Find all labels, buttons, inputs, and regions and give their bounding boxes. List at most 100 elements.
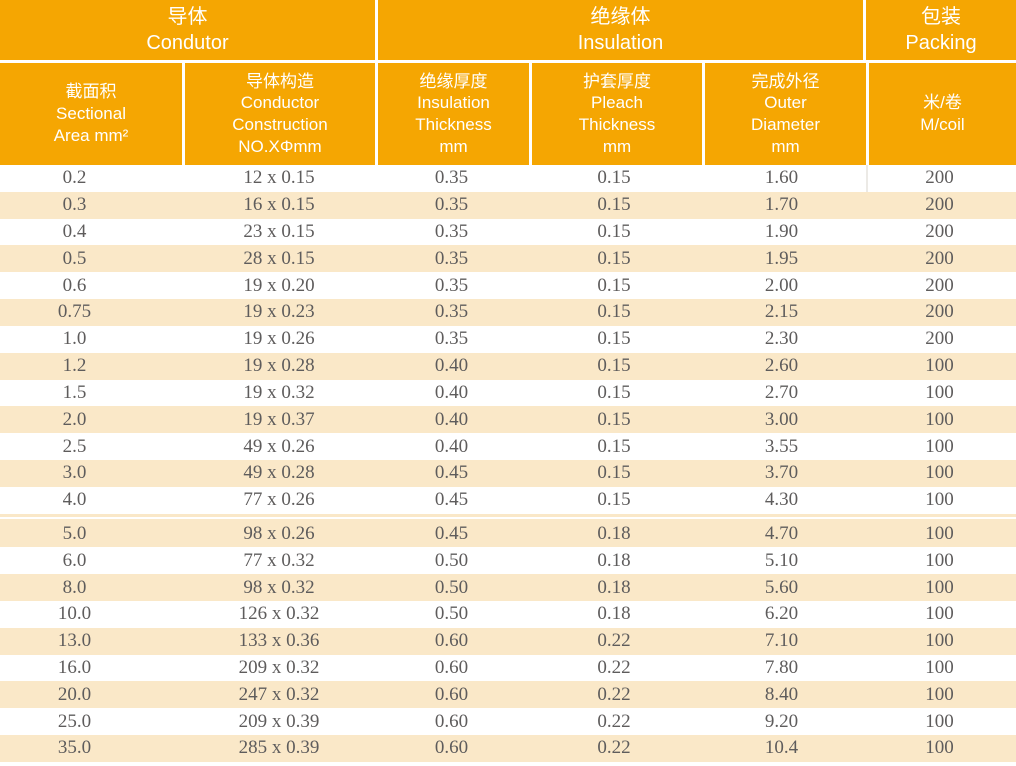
cell-outer-diameter: 1.90	[764, 221, 799, 243]
cell-pleach-thickness: 0.15	[597, 381, 631, 403]
cell-m-per-coil: 100	[925, 683, 954, 705]
cell-conductor-construction: 49 x 0.28	[243, 462, 315, 484]
column-header-line: mm	[602, 136, 632, 156]
bottom-margin	[0, 762, 1016, 766]
cell-outer-diameter: 10.4	[764, 737, 799, 759]
table-row: 0.3 16 x 0.15 0.35 0.15 1.70 200	[0, 191, 1016, 219]
cell-sectional-area: 4.0	[62, 489, 87, 511]
cell-insulation-thickness: 0.60	[434, 683, 469, 705]
cell-insulation-thickness: 0.50	[434, 549, 469, 571]
cell-conductor-construction: 19 x 0.28	[243, 355, 315, 377]
cell-conductor-construction: 16 x 0.15	[243, 194, 315, 216]
cell-outer-diameter: 9.20	[764, 710, 799, 732]
column-header-sectional-area: 截面积 Sectional Area mm²	[0, 63, 182, 165]
table-row: 4.0 77 x 0.26 0.45 0.15 4.30 100	[0, 487, 1016, 514]
cell-outer-diameter: 1.95	[764, 247, 799, 269]
cell-sectional-area: 1.5	[62, 381, 87, 403]
group-header-insulation: 绝缘体 Insulation	[378, 0, 863, 60]
cell-sectional-area: 13.0	[57, 630, 92, 652]
cell-m-per-coil: 200	[925, 167, 954, 189]
table-row: 0.5 28 x 0.15 0.35 0.15 1.95 200	[0, 245, 1016, 273]
cell-pleach-thickness: 0.18	[597, 522, 631, 544]
cell-m-per-coil: 100	[925, 522, 954, 544]
cell-insulation-thickness: 0.50	[434, 603, 469, 625]
table-row: 16.0 209 x 0.32 0.60 0.22 7.80 100	[0, 655, 1016, 682]
table-row: 8.0 98 x 0.32 0.50 0.18 5.60 100	[0, 574, 1016, 601]
cell-pleach-thickness: 0.15	[597, 328, 631, 350]
cell-pleach-thickness: 0.15	[597, 462, 631, 484]
cell-conductor-construction: 77 x 0.32	[243, 549, 315, 571]
cell-outer-diameter: 7.80	[764, 657, 799, 679]
cell-pleach-thickness: 0.15	[597, 221, 631, 243]
cell-conductor-construction: 19 x 0.37	[243, 408, 315, 430]
cell-conductor-construction: 49 x 0.26	[243, 435, 315, 457]
cell-m-per-coil: 100	[925, 576, 954, 598]
group-header-line: 导体	[167, 6, 208, 28]
cell-conductor-construction: 19 x 0.32	[243, 381, 315, 403]
cell-insulation-thickness: 0.35	[434, 167, 469, 189]
column-header-line: Diameter	[751, 115, 820, 134]
cell-insulation-thickness: 0.40	[434, 355, 469, 377]
group-header-line: 包装	[921, 6, 961, 28]
cell-pleach-thickness: 0.15	[597, 408, 631, 430]
cell-conductor-construction: 285 x 0.39	[238, 737, 320, 759]
cell-m-per-coil: 100	[925, 355, 954, 377]
header-column-row: 截面积 Sectional Area mm² 导体构造 Conductor Constru…	[0, 63, 1016, 165]
column-header-line: Outer	[764, 93, 807, 113]
cell-outer-diameter: 5.60	[764, 576, 799, 598]
cell-insulation-thickness: 0.60	[434, 657, 469, 679]
column-header-line: Area mm²	[53, 125, 129, 145]
cell-sectional-area: 0.5	[62, 247, 87, 269]
column-header-line: Thickness	[415, 115, 492, 134]
cell-sectional-area: 0.6	[62, 274, 87, 296]
column-header-line: Construction	[232, 115, 328, 134]
cell-conductor-construction: 209 x 0.39	[238, 710, 320, 732]
group-header-line: Packing	[905, 32, 977, 54]
cell-conductor-construction: 23 x 0.15	[243, 221, 315, 243]
table-body: 0.2 12 x 0.15 0.35 0.15 1.60 200 0.3 16 x 0.15 0…	[0, 165, 1016, 762]
column-header-conductor-construction: 导体构造 Conductor Construction NO.XΦmm	[185, 63, 375, 165]
column-header-line: Insulation	[417, 93, 490, 113]
cell-m-per-coil: 100	[925, 549, 954, 571]
column-header-insulation-thickness: 绝缘厚度 Insulation Thickness mm	[378, 63, 529, 165]
table-row: 20.0 247 x 0.32 0.60 0.22 8.40 100	[0, 681, 1016, 709]
cell-sectional-area: 10.0	[57, 603, 92, 625]
group-header-conductor: 导体 Condutor	[0, 0, 375, 60]
column-header-pleach-thickness: 护套厚度 Pleach Thickness mm	[532, 63, 702, 165]
cell-outer-diameter: 7.10	[764, 630, 799, 652]
cell-conductor-construction: 133 x 0.36	[238, 630, 320, 652]
cell-outer-diameter: 2.15	[764, 301, 799, 323]
cell-outer-diameter: 6.20	[764, 603, 799, 625]
cell-conductor-construction: 126 x 0.32	[238, 603, 320, 625]
cell-insulation-thickness: 0.35	[434, 328, 469, 350]
cell-outer-diameter: 3.70	[764, 462, 799, 484]
cell-pleach-thickness: 0.15	[597, 355, 631, 377]
cell-m-per-coil: 100	[925, 737, 954, 759]
cell-conductor-construction: 98 x 0.32	[243, 576, 315, 598]
table-row: 0.2 12 x 0.15 0.35 0.15 1.60 200	[0, 165, 1016, 192]
cell-insulation-thickness: 0.45	[434, 522, 469, 544]
cell-conductor-construction: 19 x 0.26	[243, 328, 315, 350]
cell-m-per-coil: 100	[925, 489, 954, 511]
cell-sectional-area: 6.0	[62, 549, 87, 571]
cell-pleach-thickness: 0.18	[597, 549, 631, 571]
cell-insulation-thickness: 0.45	[434, 489, 469, 511]
cell-insulation-thickness: 0.35	[434, 221, 469, 243]
page-split-band	[0, 513, 1016, 521]
table-row: 3.0 49 x 0.28 0.45 0.15 3.70 100	[0, 459, 1016, 487]
column-header-line: M/coil	[920, 115, 965, 134]
cell-m-per-coil: 200	[925, 221, 954, 243]
cell-pleach-thickness: 0.22	[597, 737, 631, 759]
cell-insulation-thickness: 0.60	[434, 630, 469, 652]
cell-conductor-construction: 98 x 0.26	[243, 522, 315, 544]
table-row: 6.0 77 x 0.32 0.50 0.18 5.10 100	[0, 547, 1016, 574]
column-header-outer-diameter: 完成外径 Outer Diameter mm	[705, 63, 866, 165]
cell-pleach-thickness: 0.22	[597, 683, 631, 705]
cell-outer-diameter: 3.00	[764, 408, 799, 430]
group-header-line: Condutor	[146, 32, 229, 54]
column-header-line: mm	[439, 136, 468, 156]
cell-conductor-construction: 12 x 0.15	[243, 167, 315, 189]
cell-conductor-construction: 19 x 0.23	[243, 301, 315, 323]
cell-outer-diameter: 2.60	[764, 355, 799, 377]
cell-outer-diameter: 2.70	[764, 381, 799, 403]
